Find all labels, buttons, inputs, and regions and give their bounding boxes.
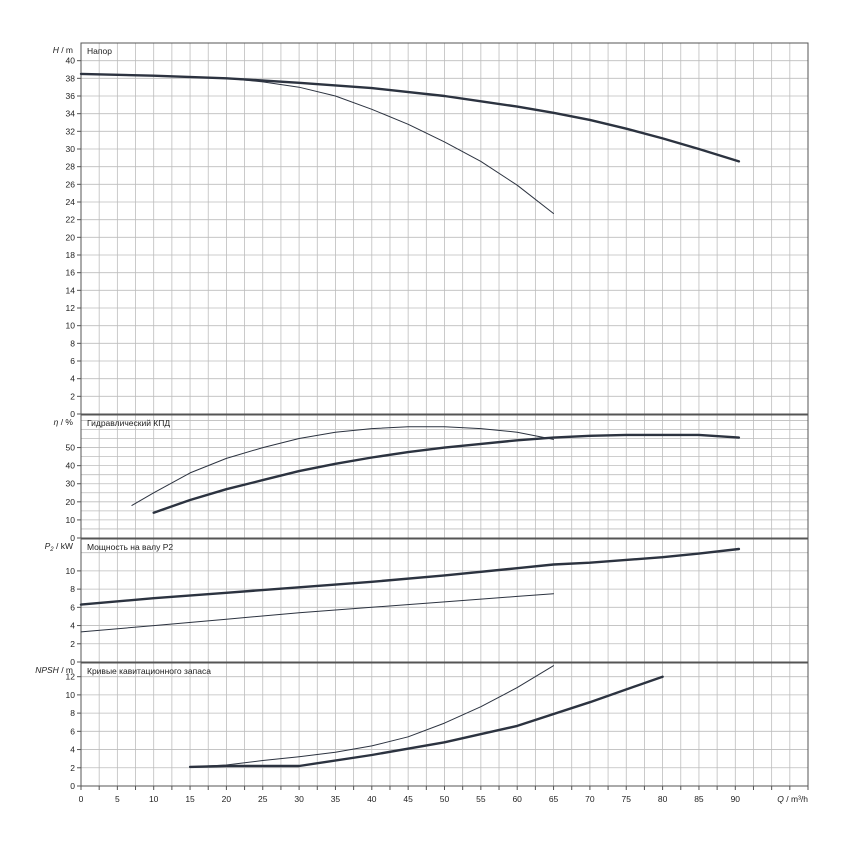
- y-tick-label: 26: [66, 179, 76, 189]
- panel-frame: [80, 414, 809, 539]
- x-tick-label: 85: [694, 794, 704, 804]
- x-tick-label: 65: [549, 794, 559, 804]
- x-tick-label: 15: [185, 794, 195, 804]
- y-tick-label: 30: [66, 144, 76, 154]
- y-tick-label: 10: [66, 515, 76, 525]
- panel-1: 0 10 20 30 40 50 η / % Гидравлический КПД: [54, 414, 809, 543]
- y-tick-label: 8: [70, 584, 75, 594]
- panel-2: 0 2 4 6 8 10 P2 / kW Мощность на валу P2: [45, 538, 809, 667]
- y-tick-label: 6: [70, 602, 75, 612]
- series-line-1: [80, 73, 554, 214]
- y-tick-label: 4: [70, 621, 75, 631]
- y-tick-label: 0: [70, 533, 75, 543]
- y-tick-label: 14: [66, 285, 76, 295]
- y-tick-label: 8: [70, 708, 75, 718]
- y-tick-label: 10: [66, 690, 76, 700]
- x-tick-label: 40: [367, 794, 377, 804]
- y-tick-label: 4: [70, 745, 75, 755]
- panel-frame: [80, 538, 809, 663]
- y-tick-label: 0: [70, 781, 75, 791]
- y-axis-label: P2 / kW: [45, 541, 73, 553]
- y-tick-label: 2: [70, 763, 75, 773]
- y-tick-label: 6: [70, 356, 75, 366]
- y-tick-label: 12: [66, 303, 76, 313]
- series-line-1: [131, 426, 554, 506]
- y-axis-label: NPSH / m: [35, 665, 73, 675]
- y-tick-label: 4: [70, 374, 75, 384]
- y-tick-label: 34: [66, 109, 76, 119]
- y-axis-label: η / %: [54, 417, 74, 427]
- x-axis: 0 5 10 15 20 25 30 35 40 45 50 55 60 65 70 75 80 85 90 Q / …: [79, 786, 809, 804]
- series-line-1: [189, 665, 554, 768]
- y-tick-label: 32: [66, 126, 76, 136]
- y-tick-label: 10: [66, 566, 76, 576]
- y-tick-label: 36: [66, 91, 76, 101]
- y-tick-label: 18: [66, 250, 76, 260]
- series-line-0: [152, 433, 741, 514]
- y-tick-label: 16: [66, 268, 76, 278]
- x-axis-label: Q / m³/h: [777, 794, 808, 804]
- x-tick-label: 10: [149, 794, 159, 804]
- y-tick-label: 24: [66, 197, 76, 207]
- y-tick-label: 50: [66, 443, 76, 453]
- y-tick-label: 2: [70, 391, 75, 401]
- x-tick-label: 90: [731, 794, 741, 804]
- y-tick-label: 0: [70, 409, 75, 419]
- panel-title: Гидравлический КПД: [87, 418, 170, 428]
- panel-title: Кривые кавитационного запаса: [87, 666, 211, 676]
- x-tick-label: 20: [222, 794, 232, 804]
- panel-title: Мощность на валу P2: [87, 542, 173, 552]
- x-tick-label: 25: [258, 794, 268, 804]
- y-tick-label: 38: [66, 73, 76, 83]
- series-line-0: [188, 675, 664, 769]
- y-tick-label: 2: [70, 639, 75, 649]
- x-tick-label: 75: [622, 794, 632, 804]
- y-tick-label: 0: [70, 657, 75, 667]
- x-tick-label: 35: [331, 794, 341, 804]
- y-tick-label: 40: [66, 461, 76, 471]
- y-tick-label: 8: [70, 338, 75, 348]
- y-tick-label: 30: [66, 479, 76, 489]
- x-tick-label: 55: [476, 794, 486, 804]
- y-tick-label: 20: [66, 232, 76, 242]
- y-tick-label: 40: [66, 56, 76, 66]
- series-line-0: [79, 547, 741, 606]
- y-tick-label: 12: [66, 672, 76, 682]
- y-tick-label: 6: [70, 726, 75, 736]
- x-tick-label: 30: [294, 794, 304, 804]
- x-tick-label: 70: [585, 794, 595, 804]
- x-tick-label: 45: [403, 794, 413, 804]
- y-tick-label: 22: [66, 215, 76, 225]
- series-line-0: [79, 72, 741, 163]
- x-tick-label: 80: [658, 794, 668, 804]
- y-axis-label: H / m: [53, 45, 73, 55]
- series-line-1: [80, 593, 554, 633]
- y-tick-label: 28: [66, 162, 76, 172]
- panel-frame: [80, 42, 809, 415]
- x-tick-label: 60: [512, 794, 522, 804]
- panel-title: Напор: [87, 46, 112, 56]
- y-tick-label: 20: [66, 497, 76, 507]
- y-tick-label: 10: [66, 321, 76, 331]
- x-tick-label: 5: [115, 794, 120, 804]
- x-tick-label: 0: [79, 794, 84, 804]
- x-tick-label: 50: [440, 794, 450, 804]
